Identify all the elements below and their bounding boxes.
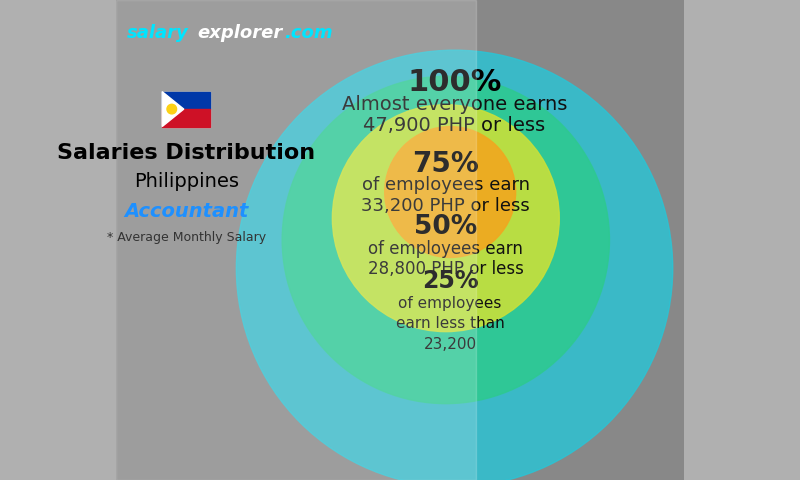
Text: 28,800 PHP or less: 28,800 PHP or less bbox=[368, 261, 524, 278]
Text: 75%: 75% bbox=[413, 150, 479, 178]
Text: explorer: explorer bbox=[197, 24, 282, 42]
Text: 50%: 50% bbox=[414, 214, 478, 240]
Text: of employees: of employees bbox=[398, 296, 502, 311]
Text: 25%: 25% bbox=[422, 269, 478, 293]
Text: of employees earn: of employees earn bbox=[362, 177, 530, 194]
Circle shape bbox=[332, 105, 559, 332]
Bar bbox=[116, 0, 476, 480]
Text: salary: salary bbox=[127, 24, 189, 42]
Circle shape bbox=[385, 127, 516, 257]
Circle shape bbox=[236, 50, 673, 480]
Polygon shape bbox=[162, 92, 184, 127]
Bar bbox=[162, 92, 210, 127]
Text: 33,200 PHP or less: 33,200 PHP or less bbox=[362, 197, 530, 215]
Bar bbox=[162, 109, 210, 127]
Text: * Average Monthly Salary: * Average Monthly Salary bbox=[106, 231, 266, 244]
Text: 100%: 100% bbox=[407, 69, 502, 97]
Text: earn less than: earn less than bbox=[396, 316, 505, 332]
Text: Salaries Distribution: Salaries Distribution bbox=[57, 143, 315, 163]
Text: Almost everyone earns: Almost everyone earns bbox=[342, 95, 567, 114]
Circle shape bbox=[167, 104, 177, 114]
Text: 47,900 PHP or less: 47,900 PHP or less bbox=[363, 116, 546, 135]
Text: .com: .com bbox=[284, 24, 333, 42]
Text: of employees earn: of employees earn bbox=[368, 240, 523, 258]
Bar bbox=[162, 92, 210, 109]
Text: Philippines: Philippines bbox=[134, 171, 238, 191]
Text: 23,200: 23,200 bbox=[424, 337, 477, 352]
Text: Accountant: Accountant bbox=[124, 202, 248, 221]
Circle shape bbox=[282, 76, 610, 404]
